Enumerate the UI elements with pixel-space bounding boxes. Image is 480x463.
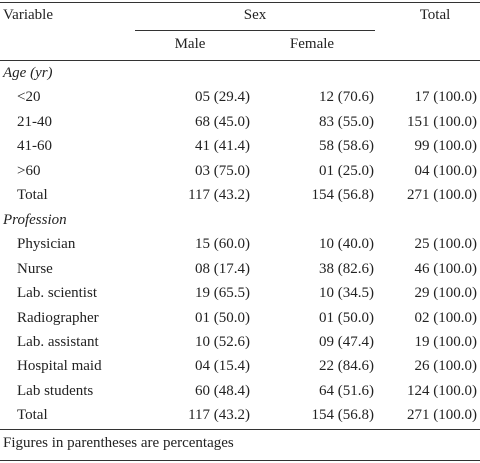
cell: 01 (25.0): [319, 162, 374, 179]
cell: 154 (56.8): [311, 187, 375, 204]
cell: 60 (48.4): [195, 382, 250, 399]
header-rule: [0, 60, 480, 61]
cell: 01 (50.0): [319, 309, 374, 326]
cell: 10 (52.6): [195, 333, 250, 350]
row-label: Lab. assistant: [17, 333, 99, 350]
row-label: Physician: [17, 236, 76, 253]
cell: 09 (47.4): [319, 333, 374, 350]
cell: 12 (70.6): [319, 89, 374, 106]
cell: 10 (34.5): [319, 285, 374, 302]
cell: 46 (100.0): [414, 260, 478, 277]
cell: 04 (15.4): [195, 358, 250, 375]
row-label: Total: [17, 407, 48, 424]
cell: 117 (43.2): [188, 187, 250, 204]
cell: 19 (65.5): [195, 285, 250, 302]
cell: 117 (43.2): [188, 407, 250, 424]
row-label: Radiographer: [17, 309, 99, 326]
header-male: Male: [174, 36, 206, 52]
header-female: Female: [289, 36, 335, 52]
row-label: Lab students: [17, 382, 94, 399]
cell: 19 (100.0): [414, 333, 478, 350]
header-total: Total: [419, 7, 451, 23]
cell: 05 (29.4): [195, 89, 250, 106]
top-rule: [0, 2, 480, 3]
footnote: Figures in parentheses are percentages: [3, 435, 234, 451]
cell: 29 (100.0): [414, 285, 478, 302]
cell: 25 (100.0): [414, 236, 478, 253]
cell: 124 (100.0): [407, 382, 477, 399]
cell: 17 (100.0): [414, 89, 478, 106]
cell: 83 (55.0): [319, 113, 374, 130]
cell: 22 (84.6): [319, 358, 374, 375]
row-label: Nurse: [17, 260, 53, 277]
row-label: Hospital maid: [17, 358, 102, 375]
row-label: Total: [17, 187, 48, 204]
sex-rule: [135, 30, 375, 31]
cell: 03 (75.0): [195, 162, 250, 179]
section-title: Profession: [3, 211, 67, 228]
cell: 64 (51.6): [319, 382, 374, 399]
cell: 15 (60.0): [195, 236, 250, 253]
row-label: Lab. scientist: [17, 285, 97, 302]
cell: 58 (58.6): [319, 138, 374, 155]
section-title: Age (yr): [3, 65, 53, 81]
cell: 271 (100.0): [407, 187, 477, 204]
row-label: >60: [17, 162, 41, 179]
cell: 01 (50.0): [195, 309, 250, 326]
cell: 38 (82.6): [319, 260, 374, 277]
cell: 02 (100.0): [414, 309, 478, 326]
row-label: 21-40: [17, 113, 52, 130]
row-label: <20: [17, 89, 41, 106]
cell: 99 (100.0): [414, 138, 478, 155]
cell: 154 (56.8): [311, 407, 375, 424]
header-variable: Variable: [3, 7, 53, 23]
cell: 10 (40.0): [319, 236, 374, 253]
cell: 68 (45.0): [195, 113, 250, 130]
header-sex: Sex: [243, 7, 267, 23]
cell: 41 (41.4): [195, 138, 250, 155]
body-rule: [0, 429, 480, 430]
cell: 08 (17.4): [195, 260, 250, 277]
cell: 26 (100.0): [414, 358, 478, 375]
row-label: 41-60: [17, 138, 52, 155]
bottom-rule: [0, 460, 480, 461]
cell: 151 (100.0): [407, 113, 477, 130]
cell: 271 (100.0): [407, 407, 477, 424]
cell: 04 (100.0): [414, 162, 478, 179]
